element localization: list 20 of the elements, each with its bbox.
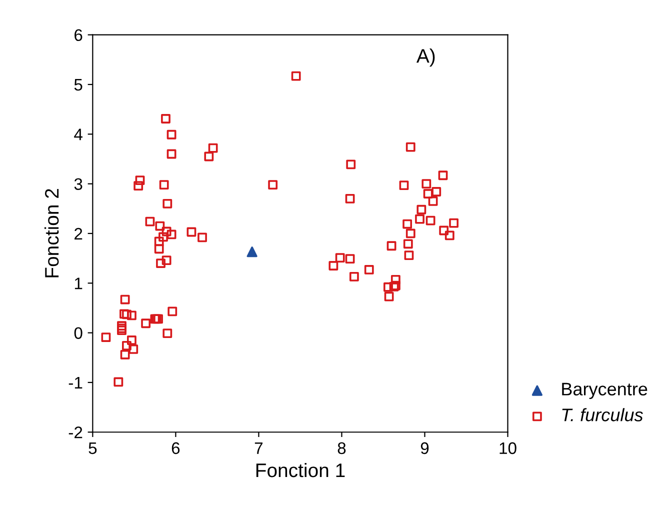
y-tick-label: 1 <box>74 278 82 290</box>
y-axis-title: Fonction 2 <box>44 189 59 278</box>
y-tick-label: -1 <box>68 377 82 389</box>
y-tick-label: 4 <box>74 128 82 140</box>
y-tick-label: 5 <box>74 79 82 91</box>
x-tick-label: 5 <box>88 442 97 454</box>
annotation: A) <box>416 48 435 67</box>
legend-label: Barycentre <box>562 382 648 400</box>
x-tick-label: 7 <box>254 442 263 454</box>
x-tick-label: 8 <box>338 442 346 454</box>
x-tick-label: 10 <box>500 442 516 454</box>
legend-label: T. furculus <box>562 408 643 422</box>
x-axis-title: Fonction 1 <box>256 462 345 478</box>
x-tick-label: 6 <box>172 442 180 454</box>
y-tick-label: 2 <box>74 228 82 240</box>
y-tick-label: -2 <box>68 426 82 438</box>
y-tick-label: 6 <box>74 29 82 42</box>
x-tick-label: 9 <box>420 442 429 454</box>
y-tick-label: 0 <box>74 327 82 340</box>
y-tick-label: 3 <box>74 178 82 190</box>
